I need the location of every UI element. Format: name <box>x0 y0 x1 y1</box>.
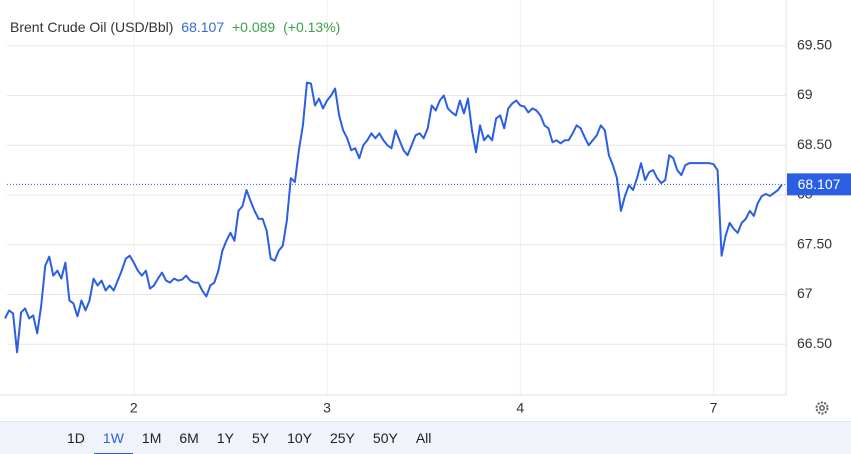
x-tick-label: 3 <box>323 400 331 416</box>
range-button[interactable]: 6M <box>179 429 199 446</box>
price-label: 68.107 <box>798 176 841 192</box>
x-tick-label: 4 <box>516 400 524 416</box>
settings-icon[interactable] <box>815 401 829 415</box>
price-change-percent: (+0.13%) <box>283 19 341 35</box>
range-button[interactable]: 1Y <box>216 429 234 446</box>
x-tick-label: 2 <box>130 400 138 416</box>
range-button[interactable]: All <box>415 429 432 446</box>
price-label-box <box>787 173 851 196</box>
range-button[interactable]: 25Y <box>329 429 355 446</box>
price-change: +0.089 <box>232 19 276 35</box>
range-button[interactable]: 50Y <box>372 429 398 446</box>
x-tick-label: 7 <box>710 400 718 416</box>
range-button[interactable]: 1W <box>93 422 133 454</box>
y-tick-label: 68.50 <box>797 136 832 152</box>
y-tick-label: 67.50 <box>797 235 832 251</box>
range-button[interactable]: 5Y <box>251 429 270 446</box>
y-tick-label: 66.50 <box>797 335 832 351</box>
range-button[interactable]: 1M <box>141 429 162 446</box>
range-button[interactable]: 1D <box>67 429 85 446</box>
gear-body <box>815 401 829 415</box>
header: Brent Crude Oil (USD/Bbl) 68.107 +0.089 … <box>10 19 344 35</box>
chart-title: Brent Crude Oil (USD/Bbl) <box>10 19 174 35</box>
y-tick-label: 67 <box>797 285 813 301</box>
range-bar: 1D 1W 1M 6M 1Y 5Y 10Y 25Y 50Y All <box>0 421 851 454</box>
last-price: 68.107 <box>181 19 225 35</box>
y-tick-label: 69 <box>797 86 813 102</box>
range-button[interactable]: 10Y <box>287 429 312 446</box>
price-line <box>4 81 783 354</box>
gear-hole <box>819 405 825 411</box>
y-tick-label: 69.50 <box>797 36 832 52</box>
